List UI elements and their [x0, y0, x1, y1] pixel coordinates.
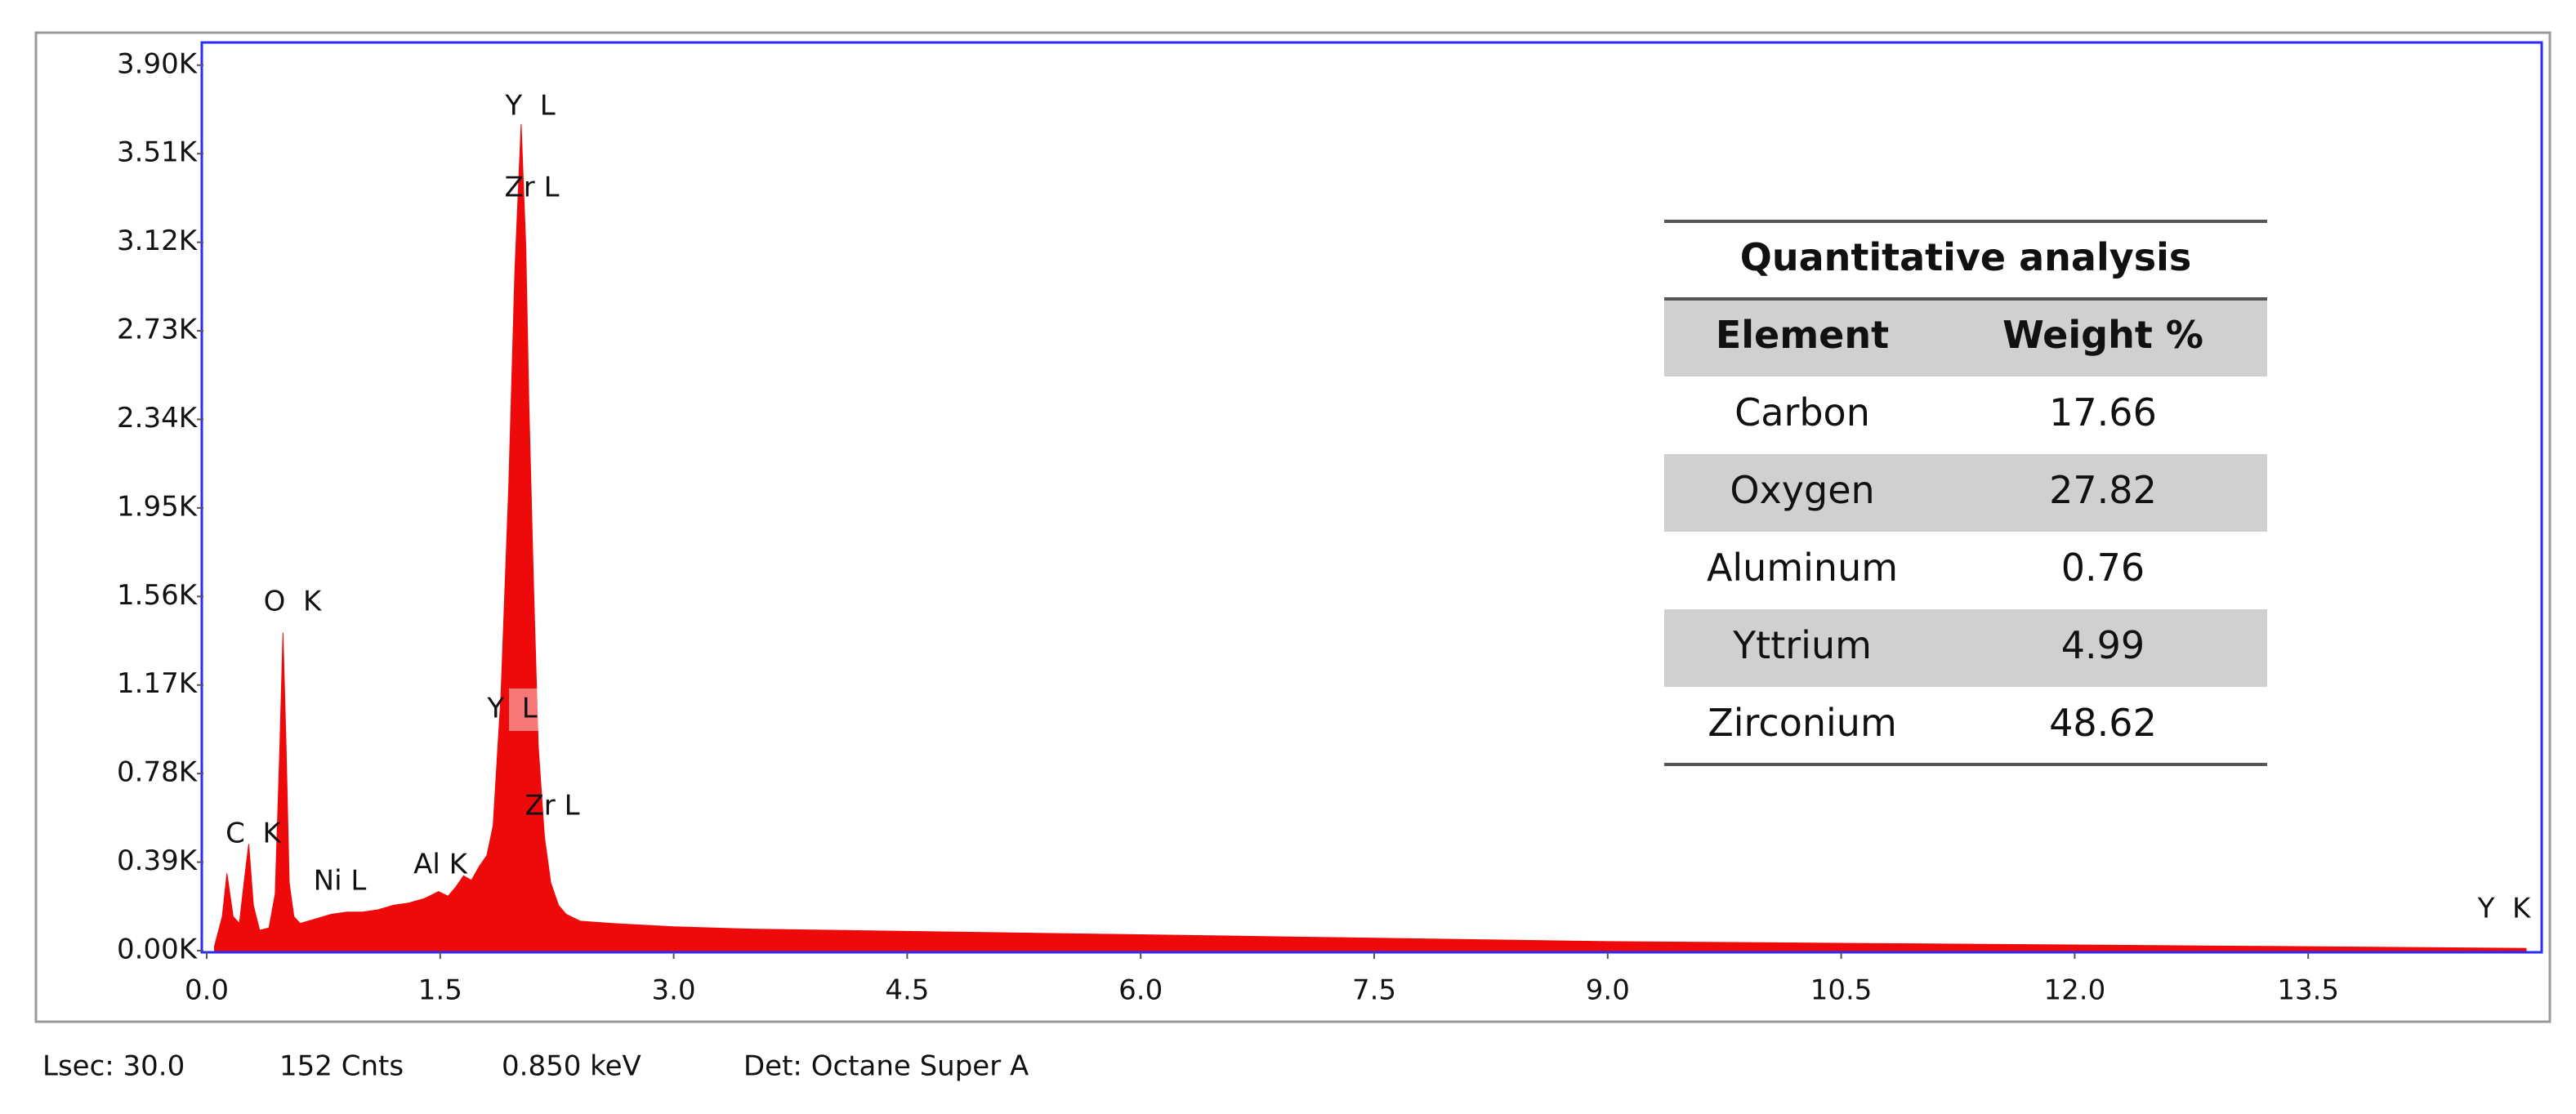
footer-text: Lsec: 30.0 [42, 1050, 185, 1083]
x-tick-label: 1.5 [418, 974, 462, 1007]
peak-label: Zr L [504, 172, 559, 204]
x-tick-label: 12.0 [2044, 974, 2106, 1007]
y-tick-label: 3.12K [117, 225, 199, 257]
y-tick-label: 3.51K [117, 136, 199, 169]
table-cell: 27.82 [2049, 468, 2157, 512]
table-cell: Aluminum [1707, 546, 1898, 590]
table-cell: 4.99 [2061, 623, 2145, 667]
table-cell: 48.62 [2049, 701, 2157, 745]
y-tick-label: 0.39K [117, 844, 199, 877]
table-cell: Oxygen [1730, 468, 1874, 512]
table-row-bg [1664, 609, 2267, 687]
peak-label: Y L [486, 693, 537, 725]
x-tick-label: 6.0 [1118, 974, 1163, 1007]
peak-label: Y K [2477, 893, 2532, 925]
table-cell: 0.76 [2061, 546, 2145, 590]
y-tick-label: 1.56K [117, 579, 199, 612]
x-tick-label: 0.0 [185, 974, 229, 1007]
peak-label: Y L [504, 90, 555, 123]
table-header-bg [1664, 301, 2267, 377]
x-tick-label: 9.0 [1586, 974, 1630, 1007]
peak-label: Ni L [314, 865, 367, 898]
x-tick-label: 7.5 [1352, 974, 1396, 1007]
y-tick-label: 0.78K [117, 756, 199, 789]
x-tick-label: 10.5 [1810, 974, 1873, 1007]
x-tick-label: 13.5 [2277, 974, 2339, 1007]
table-header: Element [1716, 313, 1889, 357]
table-row-bg [1664, 454, 2267, 532]
peak-label: C K [225, 818, 282, 850]
x-tick-label: 4.5 [885, 974, 929, 1007]
y-tick-label: 2.34K [117, 402, 199, 434]
label-highlight [509, 688, 547, 731]
footer-text: Det: Octane Super A [743, 1050, 1029, 1083]
spectrum-area [214, 124, 2527, 951]
table-cell: Zirconium [1708, 701, 1897, 745]
y-tick-label: 0.00K [117, 934, 199, 966]
table-cell: 17.66 [2049, 390, 2157, 434]
x-tick-label: 3.0 [652, 974, 696, 1007]
y-tick-label: 2.73K [117, 314, 199, 346]
y-tick-label: 1.17K [117, 667, 199, 700]
table-title: Quantitative analysis [1740, 235, 2192, 279]
table-cell: Yttrium [1732, 623, 1872, 667]
footer-text: 152 Cnts [279, 1050, 404, 1083]
footer-text: 0.850 keV [502, 1050, 641, 1083]
y-tick-label: 3.90K [117, 47, 199, 80]
label-highlight [549, 786, 587, 828]
peak-label: Al K [413, 849, 469, 881]
table-cell: Carbon [1734, 390, 1870, 434]
peak-label: O K [264, 586, 323, 618]
outer-frame [34, 31, 2551, 1023]
table-header: Weight % [2002, 313, 2203, 357]
plot-frame [200, 41, 2543, 954]
y-tick-label: 1.95K [117, 490, 199, 523]
peak-label: Zr L [525, 790, 579, 822]
